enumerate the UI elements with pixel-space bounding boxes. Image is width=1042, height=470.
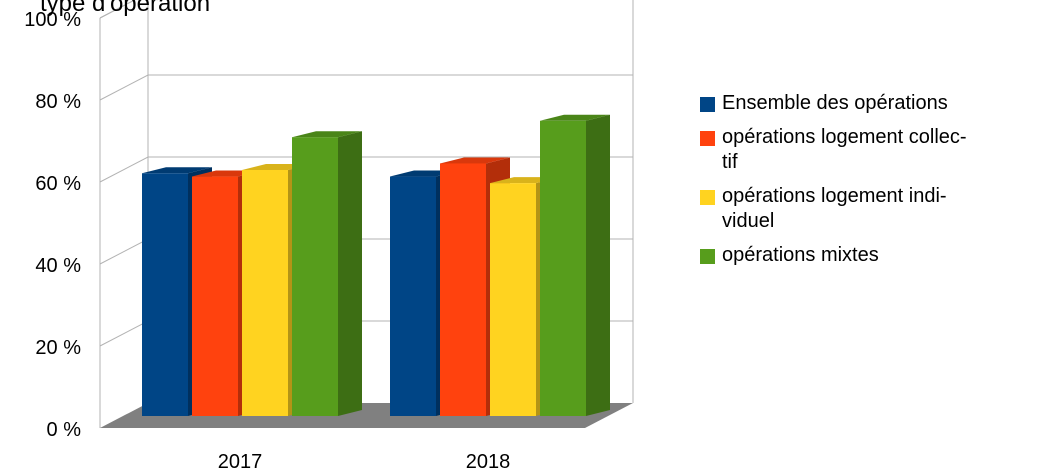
x-tick-label-2018: 2018 [466,451,511,470]
x-tick-label-2017: 2017 [218,451,263,470]
y-tick-label: 80 % [35,91,81,113]
legend-label-line: opérations logement indi- [722,185,947,207]
bar-front [490,183,536,416]
y-tick-label: 20 % [35,337,81,359]
gridline [99,0,136,19]
bar-top [292,131,362,138]
chart-title: type d'opération [40,0,210,17]
legend-swatch [700,249,715,264]
legend-item: opérations logement collec-tif [700,125,1030,175]
bars [142,114,610,417]
bar-front [192,176,238,416]
bar-side [338,131,362,416]
legend-label: opérations logement collec-tif [722,125,1012,175]
bar-front [540,120,586,417]
bar-2018-3 [540,114,610,417]
legend-label-line: Ensemble des opérations [722,92,948,114]
legend-item: Ensemble des opérations [700,91,1030,116]
gridline [99,156,633,183]
bar-top [142,167,212,174]
bar-front [440,163,486,416]
bar-top [440,157,510,164]
bar-side [586,114,610,417]
legend-swatch [700,131,715,146]
y-tick-label: 40 % [35,255,81,277]
y-axis-ticks: 0 % 20 % 40 % 60 % 80 % 100 % [24,9,81,441]
legend-label-line: viduel [722,210,775,232]
legend-swatch [700,97,715,112]
bar-2017-3 [292,131,362,416]
legend-label-line: tif [722,151,738,173]
legend-item: opérations logement indi-viduel [700,184,1030,234]
legend-label: opérations mixtes [722,243,1012,268]
bar-top [540,114,610,121]
bar-front [390,176,436,416]
legend-swatch [700,190,715,205]
bar-front [142,173,188,416]
y-tick-label: 0 % [47,419,82,441]
y-tick-label: 60 % [35,173,81,195]
bar-front [292,137,338,416]
y-tick-label: 100 % [24,9,81,31]
bar-front [242,170,288,416]
legend: Ensemble des opérations opérations logeme… [700,91,1030,277]
gridline [99,74,633,101]
legend-label-line: opérations logement collec- [722,126,967,148]
x-axis-ticks: 2017 2018 [218,451,511,470]
legend-label-line: opérations mixtes [722,244,879,266]
legend-label: Ensemble des opérations [722,91,1012,116]
legend-item: opérations mixtes [700,243,1030,268]
legend-label: opérations logement indi-viduel [722,184,1012,234]
